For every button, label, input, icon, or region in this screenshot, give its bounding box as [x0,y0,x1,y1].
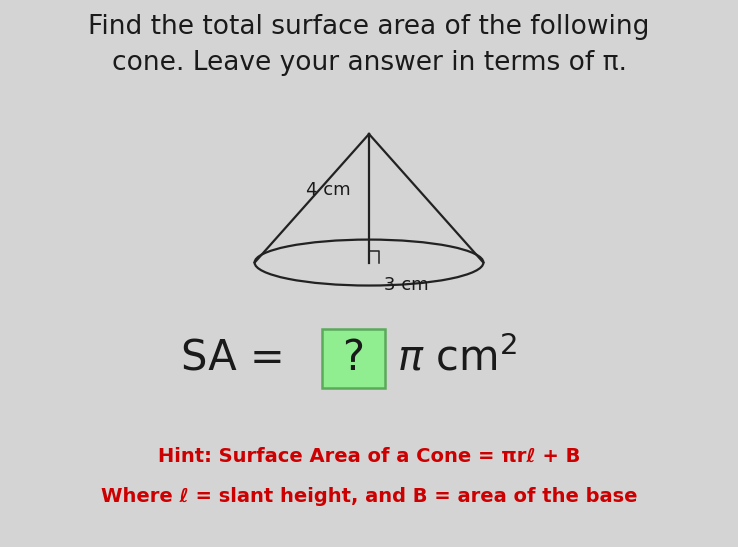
Text: 3 cm: 3 cm [384,276,428,294]
Text: Find the total surface area of the following: Find the total surface area of the follo… [89,14,649,40]
Text: 4 cm: 4 cm [306,181,351,199]
FancyBboxPatch shape [322,329,385,388]
Text: ?: ? [342,337,365,379]
Text: $\pi$ cm$^2$: $\pi$ cm$^2$ [397,337,517,380]
Text: SA =: SA = [181,337,298,379]
Text: cone. Leave your answer in terms of π.: cone. Leave your answer in terms of π. [111,50,627,77]
Text: Hint: Surface Area of a Cone = πrℓ + B: Hint: Surface Area of a Cone = πrℓ + B [158,447,580,466]
Text: Where ℓ = slant height, and B = area of the base: Where ℓ = slant height, and B = area of … [101,487,637,506]
